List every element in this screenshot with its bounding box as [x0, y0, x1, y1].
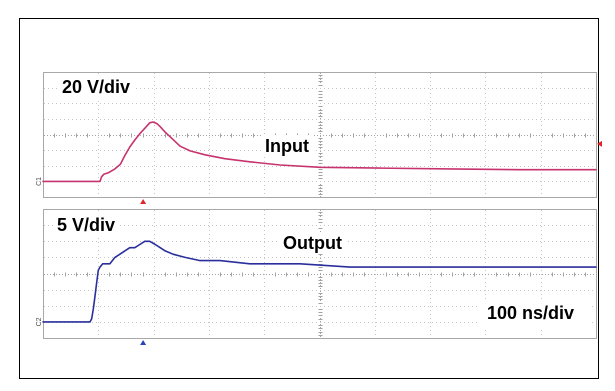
- input-trace: [42, 121, 597, 183]
- ground-marker-output: C2: [36, 317, 43, 326]
- timebase-label: 100 ns/div: [478, 300, 591, 328]
- panel-input-screen: [43, 72, 597, 198]
- ground-marker-input: C1: [36, 177, 43, 186]
- output-trace: [42, 240, 597, 323]
- trigger-level-marker-input: [597, 140, 602, 147]
- trigger-time-marker-input: [140, 199, 147, 204]
- trigger-time-marker-output: [140, 340, 147, 345]
- input-trace-label: Input: [261, 135, 313, 157]
- output-trace-label: Output: [279, 232, 346, 254]
- figure-frame: [19, 18, 599, 379]
- panel-input: C1: [36, 72, 602, 204]
- input-scale-label: 20 V/div: [58, 76, 135, 98]
- output-scale-label: 5 V/div: [53, 214, 120, 236]
